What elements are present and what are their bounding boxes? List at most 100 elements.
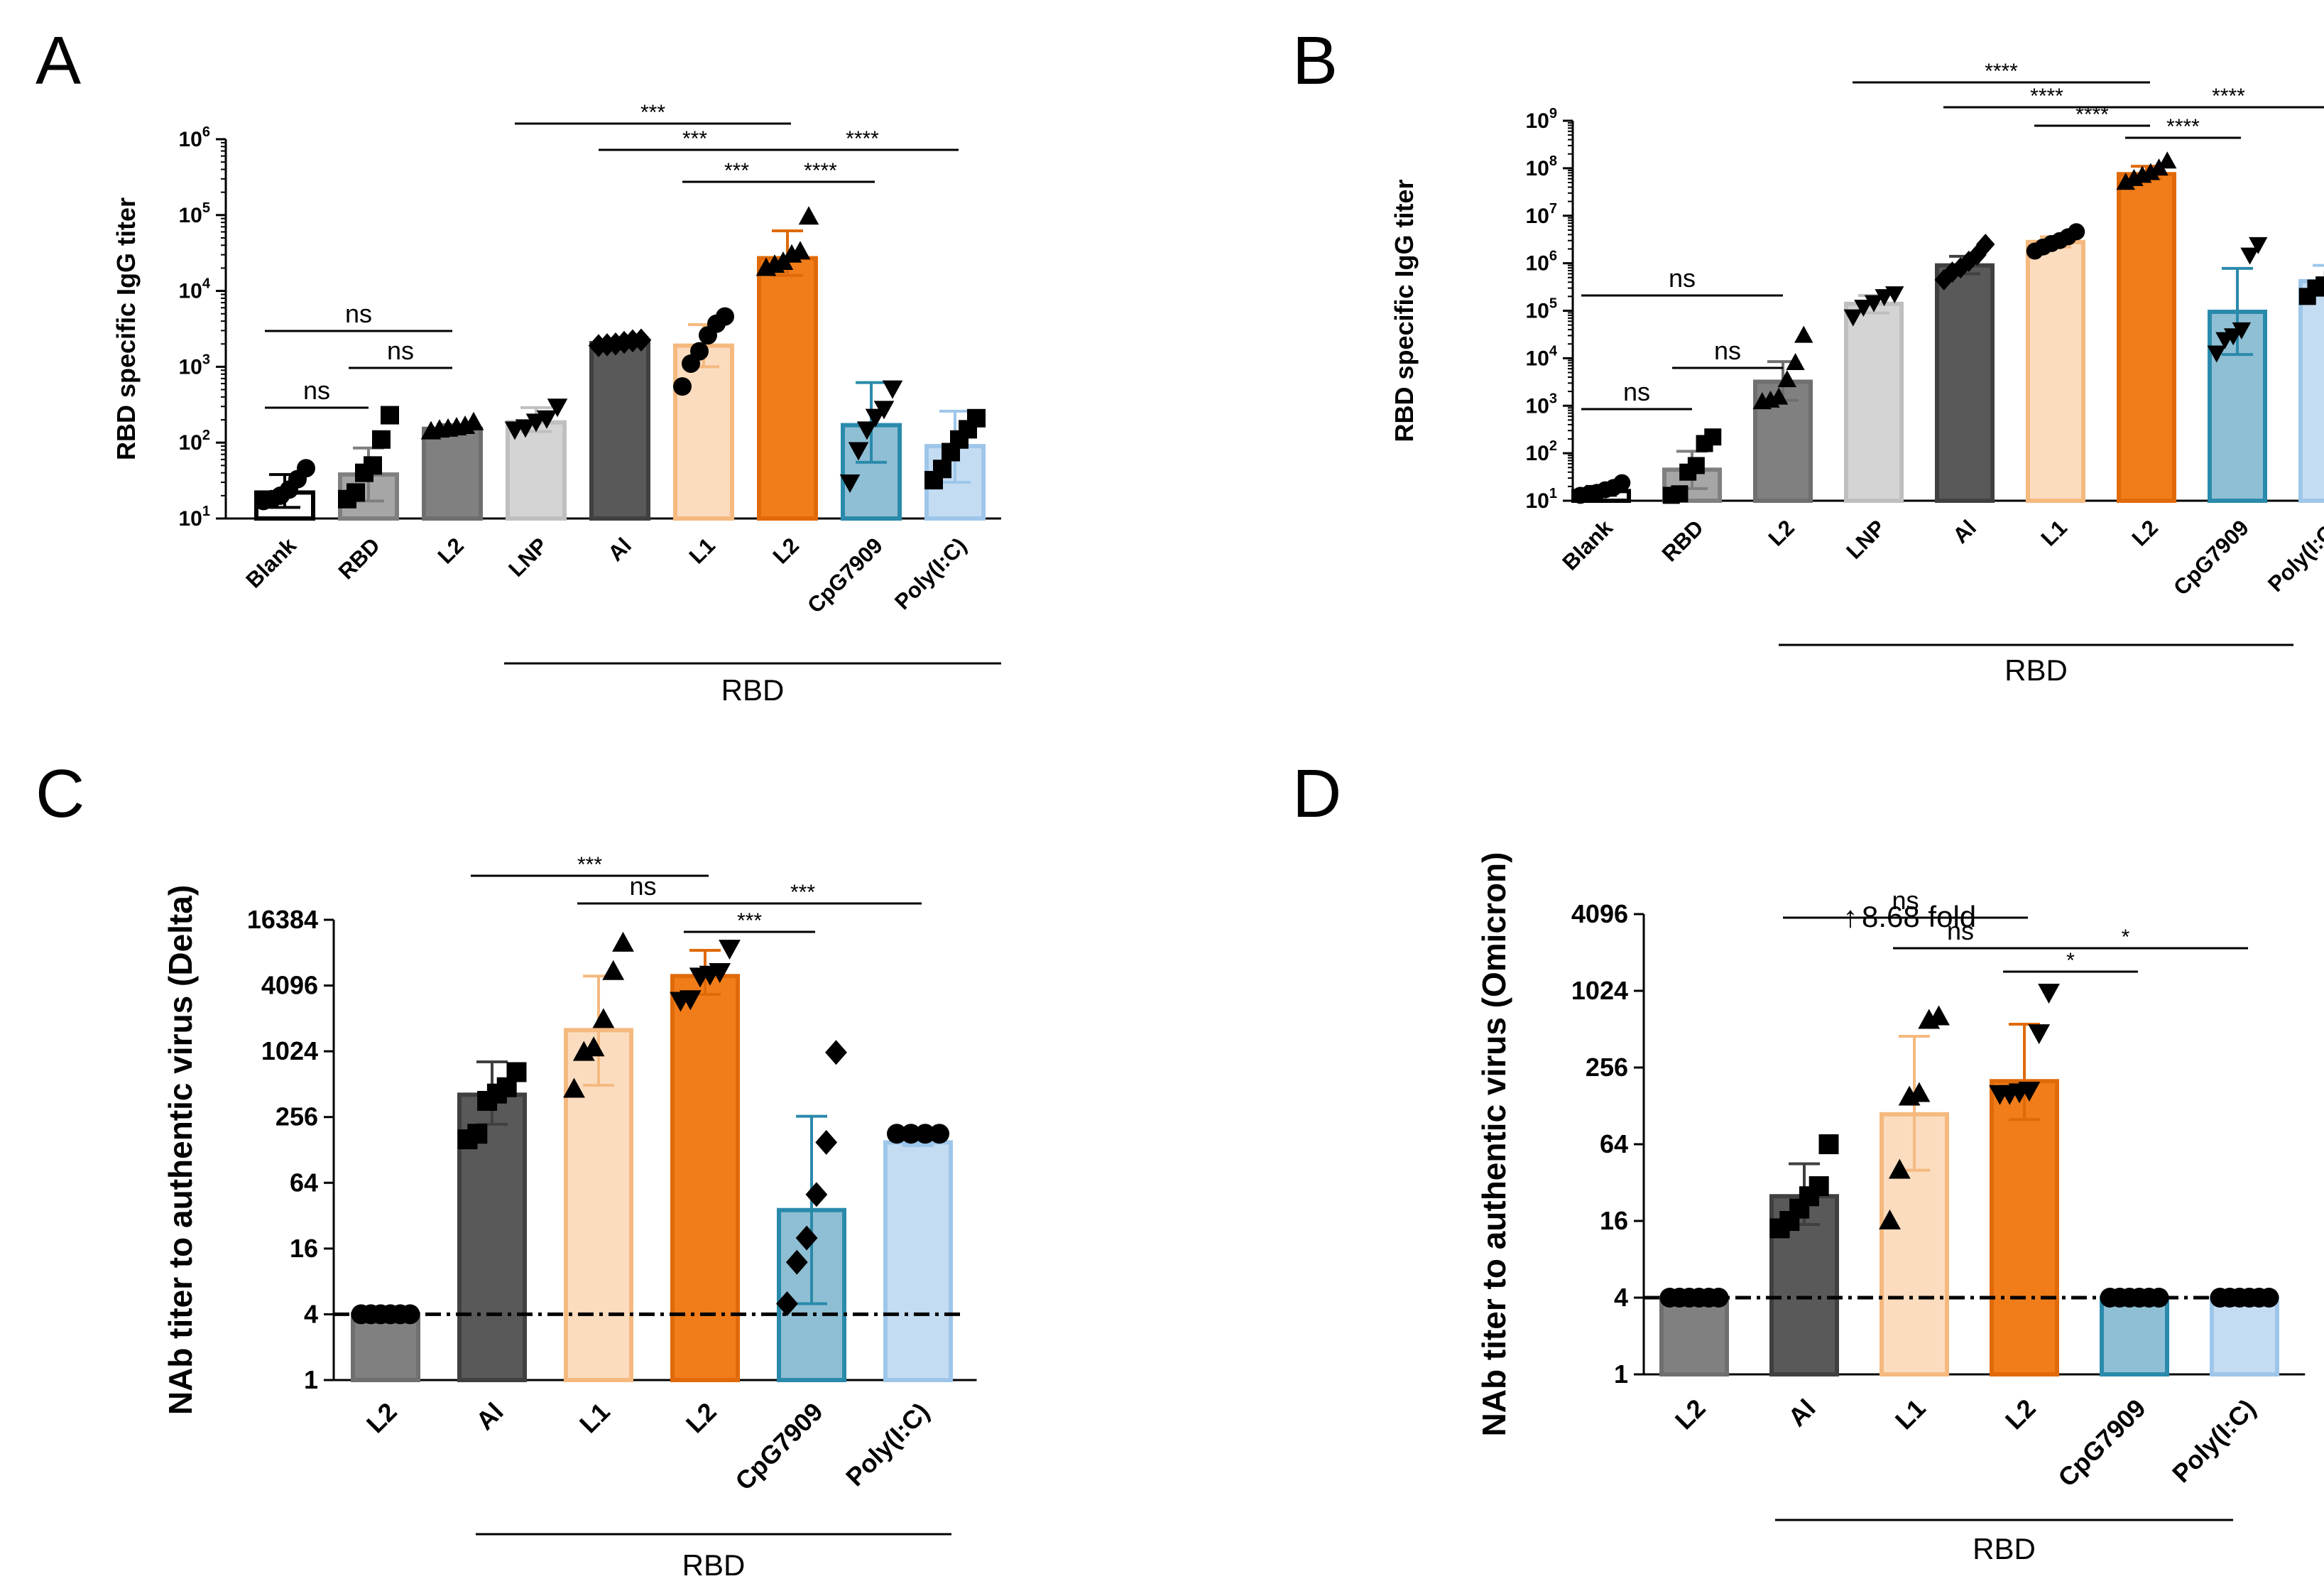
data-point [1671,485,1688,502]
data-point [2315,276,2324,293]
data-point [825,1040,847,1065]
x-tick-label: L1 [684,533,720,568]
y-tick-label: 4096 [1571,899,1628,928]
x-tick-label: L2 [433,533,469,568]
data-point [673,377,692,396]
significance-label: **** [2212,85,2245,108]
significance-label: **** [1985,60,2018,83]
x-tick-label: L2 [2000,1394,2041,1435]
x-tick-label: L1 [1889,1394,1931,1435]
data-point [799,206,819,224]
data-point [2158,151,2176,168]
x-tick-label: Poly(I:C) [840,1397,935,1492]
data-point [716,308,734,326]
bar [2212,1298,2277,1374]
y-axis-title: RBD specific IgG titer [111,197,141,460]
significance-label: **** [2075,103,2109,126]
y-axis-title: NAb titer to authentic virus (Delta) [162,885,199,1415]
y-axis-title: RBD specific IgG titer [1390,179,1419,442]
y-axis-title: NAb titer to authentic virus (Omicron) [1475,852,1512,1437]
x-tick-label: Al [470,1397,508,1435]
significance-label: ns [1623,377,1650,406]
y-tick-label: 107 [1526,201,1558,228]
data-point [1704,428,1721,445]
y-tick-label: 16384 [247,905,318,934]
data-point [381,406,399,425]
y-tick-label: 108 [1526,153,1558,180]
significance-label: ns [345,299,372,328]
y-tick-label: 64 [1600,1129,1628,1158]
y-tick-label: 105 [179,200,211,227]
bar [591,343,648,518]
x-tick-label: Poly(I:C) [890,533,971,614]
data-point [883,381,903,399]
bar [2102,1298,2167,1374]
x-tick-label: Poly(I:C) [2166,1394,2262,1489]
fold-arrow-icon: ↑ [1843,900,1858,933]
y-tick-label: 105 [1526,296,1558,323]
significance-label: **** [2166,115,2200,139]
bar [424,429,481,518]
data-point [612,932,634,952]
data-point [364,456,382,474]
x-tick-label: L2 [2127,515,2163,550]
significance-label: ns [387,336,414,365]
data-point [2038,984,2060,1004]
bar [2301,281,2324,501]
data-point [1794,326,1813,343]
bar [885,1142,951,1380]
significance-label: * [2066,949,2075,972]
significance-label: *** [640,101,665,124]
y-tick-label: 106 [179,124,211,151]
y-tick-label: 16 [290,1234,318,1263]
x-tick-label: L2 [680,1397,722,1439]
y-tick-label: 1 [1614,1359,1628,1389]
x-tick-label: CpG7909 [729,1397,828,1496]
y-tick-label: 104 [1526,343,1558,370]
x-tick-label: RBD [1657,515,1708,566]
y-tick-label: 256 [276,1102,318,1131]
y-tick-label: 103 [1526,391,1558,418]
bar [1937,266,1992,501]
x-tick-label: Al [603,533,636,566]
group-label: RBD [2004,653,2068,687]
significance-label: *** [577,853,602,876]
x-tick-label: Blank [241,533,302,593]
data-point [967,409,986,428]
significance-label: *** [724,159,749,183]
bar [672,976,738,1380]
significance-label: *** [790,881,815,904]
x-tick-label: L1 [574,1397,616,1439]
y-tick-label: 102 [1526,438,1558,465]
bar [675,346,732,518]
data-point [1613,474,1630,492]
panel-letter: D [1292,756,1341,832]
y-tick-label: 64 [290,1168,318,1197]
panel-letter: A [36,23,81,99]
x-tick-label: L2 [1764,515,1799,550]
data-point [815,1130,837,1155]
x-tick-label: L1 [2036,515,2072,550]
data-point [719,940,741,960]
data-point [690,342,709,361]
data-point [297,459,315,477]
y-tick-label: 101 [1526,486,1558,513]
x-tick-label: CpG7909 [2168,515,2254,600]
x-tick-label: RBD [334,533,385,584]
bar [1846,304,1902,501]
bar [1662,1298,1727,1374]
data-point [507,1062,527,1082]
x-tick-label: L2 [768,533,804,568]
bar [2028,242,2083,501]
group-label: RBD [682,1548,746,1582]
x-tick-label: CpG7909 [802,533,888,618]
data-point [347,483,365,501]
data-point [2028,1024,2050,1044]
y-tick-label: 1024 [1571,976,1628,1005]
x-tick-label: Al [1782,1394,1821,1432]
group-label: RBD [1973,1532,2036,1565]
y-tick-label: 4 [1614,1283,1628,1312]
